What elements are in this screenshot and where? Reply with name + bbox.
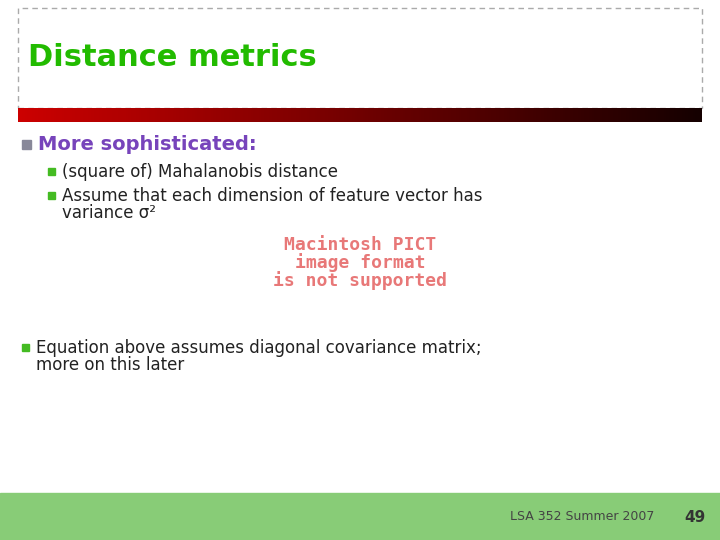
Text: LSA 352 Summer 2007: LSA 352 Summer 2007 — [510, 510, 654, 523]
Text: Macintosh PICT: Macintosh PICT — [284, 236, 436, 254]
Text: Equation above assumes diagonal covariance matrix;: Equation above assumes diagonal covarian… — [36, 339, 482, 357]
Bar — [48, 168, 55, 175]
Text: variance σ²: variance σ² — [62, 204, 156, 222]
Text: is not supported: is not supported — [273, 272, 447, 291]
Text: Distance metrics: Distance metrics — [28, 44, 317, 72]
Bar — [0, 493, 720, 540]
Bar — [22, 344, 29, 351]
Bar — [22, 140, 31, 149]
Text: 49: 49 — [685, 510, 706, 524]
Text: (square of) Mahalanobis distance: (square of) Mahalanobis distance — [62, 163, 338, 181]
Text: more on this later: more on this later — [36, 356, 184, 374]
Text: Assume that each dimension of feature vector has: Assume that each dimension of feature ve… — [62, 187, 482, 205]
Text: image format: image format — [294, 253, 426, 273]
Text: More sophisticated:: More sophisticated: — [38, 136, 256, 154]
FancyBboxPatch shape — [18, 8, 702, 108]
Bar — [48, 192, 55, 199]
